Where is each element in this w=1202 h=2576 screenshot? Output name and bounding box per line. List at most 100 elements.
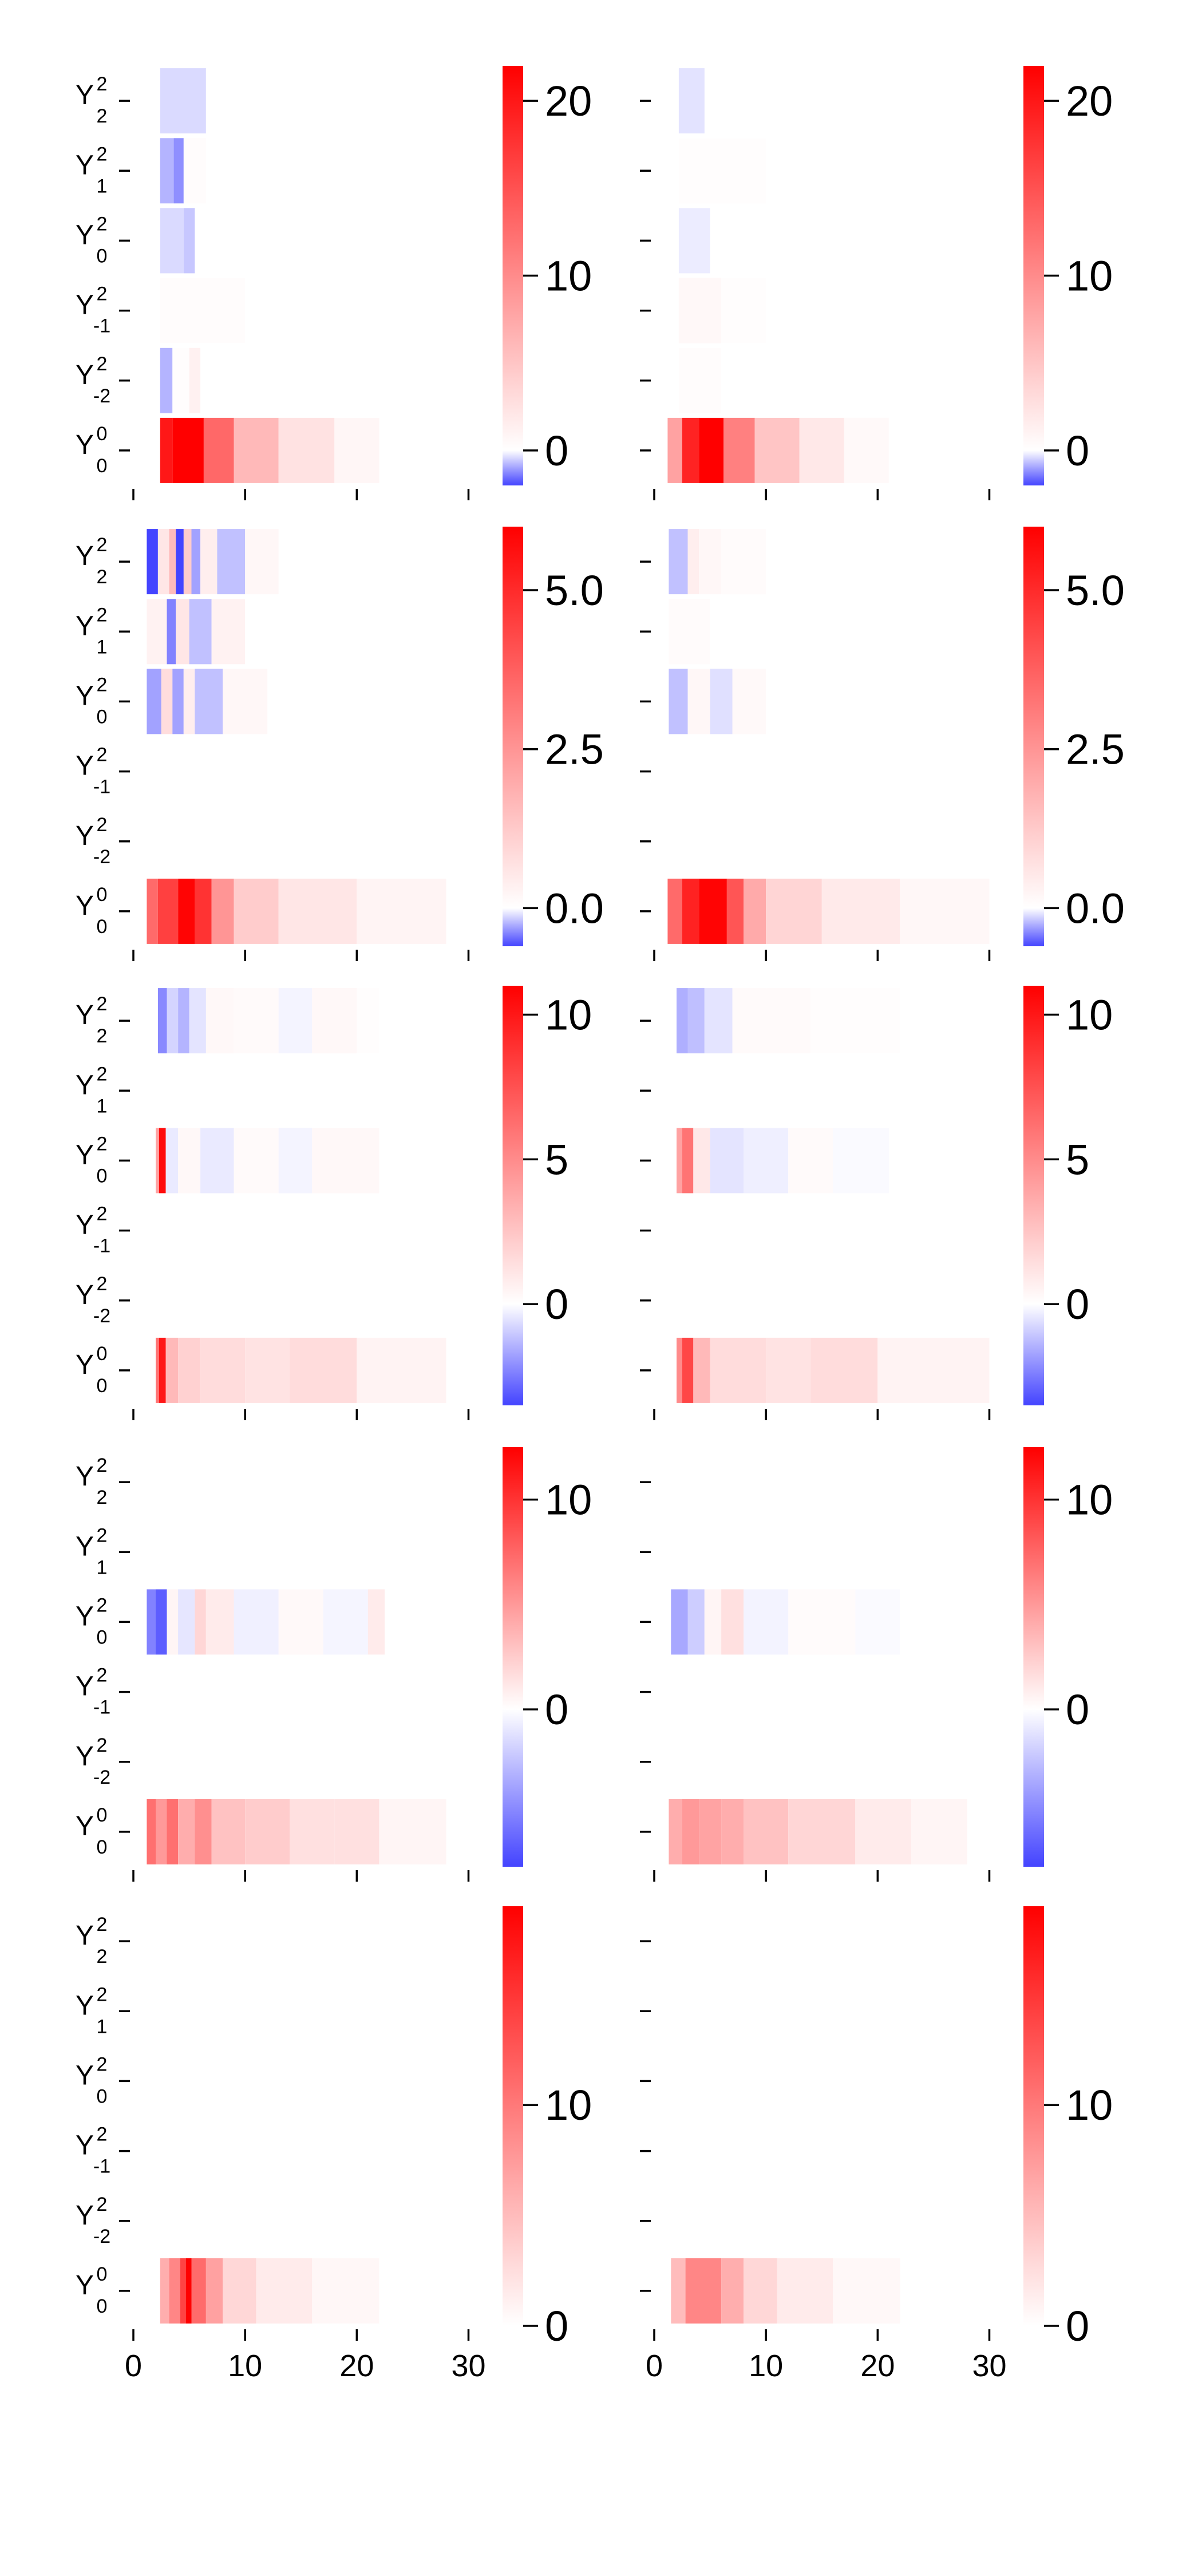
y-tick-label-superscript: 2 — [97, 1063, 108, 1085]
heatmap-cell — [367, 1589, 385, 1655]
heatmap-cell — [156, 1128, 159, 1194]
heatmap-cell — [877, 1337, 990, 1403]
heatmap-cell — [169, 2258, 180, 2324]
y-tick-label-superscript: 2 — [97, 213, 108, 235]
y-tick-label-subscript: 0 — [97, 1165, 108, 1187]
heatmap-cell — [278, 417, 335, 483]
heatmap-cell — [682, 878, 699, 944]
colorbar-tick-label: 0.0 — [545, 884, 604, 932]
heatmap-cell — [278, 878, 357, 944]
heatmap-cell — [671, 2258, 686, 2324]
heatmap-cell — [788, 1128, 833, 1194]
heatmap-cell — [167, 988, 178, 1054]
heatmap-cell — [189, 347, 201, 413]
heatmap-cell — [732, 988, 766, 1054]
heatmap-cell — [156, 1337, 159, 1403]
heatmap-cell — [160, 2258, 169, 2324]
y-tick-label-subscript: 0 — [97, 1626, 108, 1648]
heatmap-cell — [744, 1589, 789, 1655]
y-tick-label: Y — [76, 821, 94, 851]
colorbar-tick-label: 10 — [1066, 252, 1113, 300]
heatmap-cell — [721, 2258, 744, 2324]
heatmap-cell — [234, 878, 279, 944]
x-tick-label: 10 — [228, 2349, 262, 2383]
heatmap-cell — [159, 1128, 166, 1194]
heatmap-cell — [189, 599, 212, 665]
heatmap-cell — [682, 1799, 699, 1864]
heatmap-cell — [855, 1799, 911, 1864]
heatmap-cell — [278, 988, 313, 1054]
y-tick-label-subscript: -2 — [93, 1305, 110, 1327]
heatmap-cell — [754, 417, 800, 483]
colorbar-tick-label: 10 — [545, 1476, 592, 1524]
heatmap-cell — [160, 278, 246, 343]
colorbar-tick-label: 20 — [1066, 77, 1113, 125]
heatmap-cell — [677, 1337, 682, 1403]
y-tick-label: Y — [76, 1672, 94, 1702]
heatmap-cell — [160, 347, 173, 413]
heatmap-cell — [357, 988, 379, 1054]
heatmap-cell — [799, 417, 844, 483]
y-tick-label-subscript: 0 — [97, 1836, 108, 1858]
heatmap-cell — [204, 417, 234, 483]
y-tick-label-subscript: 1 — [97, 2016, 108, 2037]
heatmap-cell — [699, 417, 723, 483]
x-tick-label: 20 — [860, 2349, 895, 2383]
heatmap-cell — [357, 1337, 446, 1403]
colorbar-tick-label: 10 — [1066, 1476, 1113, 1524]
heatmap-cell — [195, 669, 223, 734]
heatmap-cell — [234, 1128, 279, 1194]
colorbar-tick-label: 0 — [545, 427, 568, 475]
heatmap-cell — [157, 878, 178, 944]
y-tick-label-subscript: -1 — [93, 1697, 110, 1718]
y-tick-label: Y — [76, 290, 94, 321]
heatmap-cell — [699, 529, 722, 595]
y-tick-label: Y — [76, 1811, 94, 1842]
heatmap-cell — [682, 417, 699, 483]
heatmap-cell — [245, 1337, 290, 1403]
heatmap-cell — [176, 529, 184, 595]
y-tick-label-subscript: -2 — [93, 1767, 110, 1788]
y-tick-label-subscript: 1 — [97, 636, 108, 658]
heatmap-cell — [234, 988, 279, 1054]
y-tick-label-subscript: 2 — [97, 1025, 108, 1047]
colorbar-tick-label: 2.5 — [1066, 726, 1125, 773]
heatmap-cell — [721, 278, 766, 343]
heatmap-cell — [245, 1799, 290, 1864]
heatmap-cell — [245, 529, 279, 595]
y-tick-label-subscript: 0 — [97, 455, 108, 477]
colorbar-tick-label: 0 — [545, 2302, 568, 2350]
heatmap-cell — [147, 529, 158, 595]
heatmap-cell — [821, 878, 900, 944]
y-tick-label: Y — [76, 1350, 94, 1380]
colorbar-tick-label: 5 — [545, 1136, 568, 1183]
colorbar-tick-label: 0 — [545, 1686, 568, 1733]
colorbar-tick-label: 0 — [545, 1281, 568, 1328]
heatmap-cell — [211, 878, 234, 944]
heatmap-cell — [290, 1799, 335, 1864]
y-tick-label-superscript: 2 — [97, 744, 108, 766]
heatmap-cell — [323, 1589, 368, 1655]
heatmap-cell — [157, 988, 167, 1054]
heatmap-cell — [195, 878, 212, 944]
heatmap-cell — [710, 1128, 744, 1194]
heatmap-cell — [172, 417, 204, 483]
heatmap-cell — [732, 669, 766, 734]
x-tick-label: 0 — [125, 2349, 142, 2383]
heatmap-cell — [855, 1589, 900, 1655]
y-tick-label-superscript: 0 — [97, 1804, 108, 1826]
colorbar-tick-label: 0 — [1066, 2302, 1089, 2350]
heatmap-cell — [223, 669, 268, 734]
heatmap-cell — [217, 529, 246, 595]
heatmap-cell — [677, 1128, 682, 1194]
y-tick-label-subscript: -2 — [93, 385, 110, 407]
colorbar-tick-label: 10 — [1066, 2081, 1113, 2129]
heatmap-cell — [147, 1799, 156, 1864]
colorbar-tick-label: 5.0 — [545, 567, 604, 614]
heatmap-cell — [667, 878, 682, 944]
y-tick-label: Y — [76, 220, 94, 250]
y-tick-label: Y — [76, 1070, 94, 1100]
